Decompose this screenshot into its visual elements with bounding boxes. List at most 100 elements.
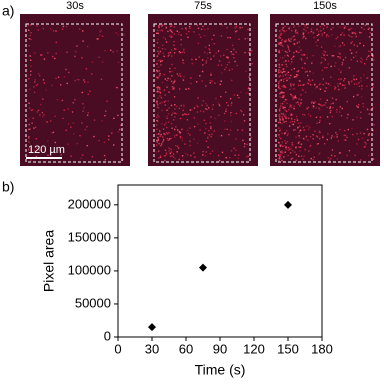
speckle: [282, 45, 284, 47]
speckle: [207, 136, 209, 138]
speckle: [173, 52, 176, 54]
speckle: [337, 68, 340, 70]
speckle: [325, 36, 328, 38]
speckle: [237, 157, 240, 159]
speckle: [343, 44, 345, 46]
speckle: [208, 47, 210, 50]
speckle: [341, 32, 344, 34]
speckle: [303, 28, 305, 31]
speckle: [121, 159, 124, 161]
speckle: [344, 129, 346, 132]
speckle: [295, 32, 297, 34]
speckle: [120, 124, 122, 126]
speckle: [164, 104, 166, 106]
speckle: [278, 51, 281, 54]
speckle: [156, 119, 158, 122]
speckle: [233, 57, 235, 59]
speckle: [324, 90, 326, 92]
speckle: [210, 127, 212, 130]
speckle: [290, 68, 293, 71]
speckle: [291, 123, 294, 125]
speckle: [159, 102, 161, 104]
y-tick-label: 200000: [68, 196, 111, 211]
speckle: [173, 33, 175, 35]
speckle: [343, 139, 346, 141]
speckle: [185, 28, 188, 31]
speckle: [168, 107, 170, 109]
speckle: [305, 37, 307, 40]
speckle: [291, 143, 293, 146]
speckle: [157, 139, 160, 142]
speckle: [224, 128, 226, 130]
speckle: [161, 101, 163, 104]
speckle: [303, 83, 305, 86]
speckle: [231, 68, 233, 70]
speckle: [172, 119, 175, 121]
speckle: [104, 115, 106, 117]
speckle: [290, 83, 292, 85]
speckle: [47, 52, 49, 54]
speckle: [247, 87, 250, 90]
speckle: [291, 145, 293, 147]
speckle: [294, 151, 296, 153]
speckle: [281, 39, 283, 42]
speckle: [294, 30, 297, 33]
speckle: [334, 65, 336, 67]
speckle: [171, 155, 173, 157]
speckle: [364, 145, 366, 148]
speckle: [344, 25, 346, 27]
speckle: [204, 132, 206, 134]
speckle: [220, 35, 223, 37]
speckle: [329, 107, 331, 110]
speckle: [235, 24, 238, 26]
speckle: [163, 89, 166, 91]
speckle: [292, 123, 295, 126]
speckle: [296, 42, 299, 44]
speckle: [330, 76, 332, 78]
speckle: [81, 122, 83, 124]
speckle: [174, 104, 176, 106]
speckle: [292, 113, 294, 116]
speckle: [55, 77, 57, 80]
speckle: [189, 127, 191, 129]
speckle: [319, 26, 322, 28]
speckle: [170, 80, 173, 82]
speckle: [286, 134, 289, 136]
speckle: [249, 51, 251, 53]
speckle: [356, 94, 358, 96]
speckle: [346, 154, 348, 157]
speckle: [297, 142, 300, 144]
speckle: [167, 100, 169, 102]
speckle: [90, 73, 93, 75]
speckle: [282, 152, 284, 154]
speckle: [278, 59, 280, 61]
speckle: [181, 137, 183, 139]
speckle: [336, 158, 338, 160]
speckle: [361, 61, 363, 64]
speckle: [234, 60, 236, 63]
speckle: [107, 138, 110, 141]
speckle: [287, 74, 289, 76]
roi-outline: [275, 23, 373, 163]
speckle: [228, 133, 230, 136]
speckle: [180, 104, 182, 107]
speckle: [197, 97, 199, 99]
speckle: [238, 154, 240, 156]
speckle: [215, 97, 217, 100]
x-tick-label: 30: [145, 341, 159, 356]
speckle: [279, 103, 282, 105]
speckle: [319, 109, 321, 111]
speckle: [174, 48, 176, 50]
speckle: [309, 144, 312, 147]
speckle: [286, 54, 289, 56]
speckle: [336, 133, 338, 136]
speckle: [164, 159, 166, 162]
speckle: [291, 120, 293, 123]
speckle: [62, 117, 64, 120]
speckle: [330, 154, 333, 157]
speckle: [243, 114, 245, 116]
speckle: [176, 73, 179, 75]
speckle: [188, 88, 190, 90]
speckle: [363, 28, 365, 30]
speckle: [300, 94, 302, 96]
